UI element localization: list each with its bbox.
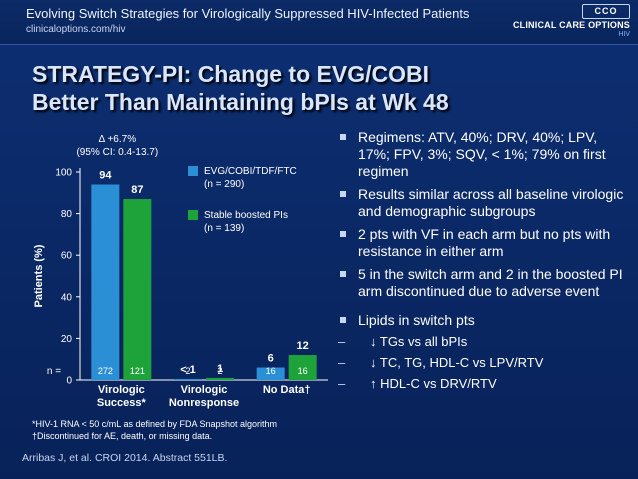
footnote-2: †Discontinued for AE, death, or missing …: [32, 431, 213, 441]
header-title: Evolving Switch Strategies for Virologic…: [26, 6, 470, 21]
slide-title-line-1: STRATEGY-PI: Change to EVG/COBI: [32, 61, 429, 87]
bullet-text: ↑ HDL-C vs DRV/RTV: [370, 376, 497, 391]
bar: [91, 184, 120, 380]
footnote-1: *HIV-1 RNA < 50 c/mL as defined by FDA S…: [32, 419, 278, 429]
dash-icon: –: [338, 376, 346, 391]
square-bullet-icon: [340, 134, 346, 140]
legend-label: (n = 290): [204, 179, 244, 190]
bar-value-label: 94: [99, 169, 112, 181]
y-tick-label: 60: [61, 251, 73, 262]
header-url[interactable]: clinicaloptions.com/hiv: [26, 24, 126, 35]
bar: [123, 199, 152, 380]
square-bullet-icon: [340, 231, 346, 237]
brand-sub: HIV: [618, 31, 630, 38]
bullet-text: Lipids in switch pts: [358, 312, 475, 328]
y-axis-label: Patients (%): [33, 244, 45, 307]
bar-n-label: 16: [266, 366, 276, 376]
cco-logo-icon: CCO: [582, 4, 630, 19]
bar: [206, 377, 234, 380]
bullet-text: Results similar across all baseline viro…: [358, 186, 624, 219]
square-bullet-icon: [340, 191, 346, 197]
y-tick-label: 80: [61, 209, 73, 220]
y-tick-label: 40: [61, 292, 73, 303]
brand-logo-group: CCO CLINICAL CARE OPTIONS HIV: [490, 4, 630, 40]
ci-annotation: (95% CI: 0.4-13.7): [76, 147, 158, 158]
square-bullet-icon: [340, 317, 346, 323]
legend-swatch: [188, 210, 198, 220]
bullet-item: 2 pts with VF in each arm but no pts wit…: [336, 226, 631, 260]
legend-label: Stable boosted PIs: [204, 210, 288, 221]
y-tick-label: 100: [55, 168, 72, 179]
dash-icon: –: [338, 355, 346, 370]
bullet-text: Regimens: ATV, 40%; DRV, 40%; LPV, 17%; …: [358, 129, 606, 179]
bullet-item: Results similar across all baseline viro…: [336, 186, 631, 220]
bar-n-label: 272: [98, 366, 113, 376]
legend-swatch: [188, 166, 198, 176]
x-category-label: Nonresponse: [169, 397, 239, 409]
x-category-label: Success*: [97, 397, 147, 409]
bar-value-label: 87: [131, 184, 143, 196]
square-bullet-icon: [340, 271, 346, 277]
x-category-label: No Data†: [263, 384, 311, 396]
sub-bullet-item: – ↑ HDL-C vs DRV/RTV: [336, 375, 631, 392]
bar-value-label: 6: [268, 353, 274, 365]
bar: [256, 367, 285, 380]
header-bar: Evolving Switch Strategies for Virologic…: [0, 0, 638, 45]
y-tick-label: 20: [61, 334, 73, 345]
brand-name: CLINICAL CARE OPTIONS: [512, 20, 630, 30]
x-category-label: Virologic: [181, 384, 228, 396]
bar-n-label: 2: [185, 366, 190, 376]
bar-n-label: 2: [217, 366, 222, 376]
bullet-text: ↓ TGs vs all bPIs: [370, 334, 468, 349]
citation: Arribas J, et al. CROI 2014. Abstract 55…: [22, 452, 228, 464]
slide-title-line-2: Better Than Maintaining bPIs at Wk 48: [32, 89, 449, 115]
bullet-item: Regimens: ATV, 40%; DRV, 40%; LPV, 17%; …: [336, 129, 631, 180]
bullet-text: 2 pts with VF in each arm but no pts wit…: [358, 226, 611, 259]
bar-n-label: 16: [298, 366, 308, 376]
bar-chart: 0 20 40 60 80 100 Patients (%) 94 272 87 121 Virolo…: [0, 128, 330, 448]
bullet-list: Regimens: ATV, 40%; DRV, 40%; LPV, 17%; …: [336, 129, 631, 392]
sub-bullet-item: – ↓ TC, TG, HDL-C vs LPV/RTV: [336, 354, 631, 371]
y-tick-label: 0: [66, 376, 72, 387]
bullet-item: 5 in the switch arm and 2 in the boosted…: [336, 266, 631, 300]
bar-value-label: 1: [217, 363, 223, 375]
footnotes: *HIV-1 RNA < 50 c/mL as defined by FDA S…: [32, 418, 277, 442]
dash-icon: –: [338, 334, 346, 349]
slide-title: STRATEGY-PI: Change to EVG/COBI Better T…: [32, 60, 592, 116]
bar: [288, 355, 317, 380]
sub-bullet-item: – ↓ TGs vs all bPIs: [336, 333, 631, 350]
bar-value-label: 12: [297, 340, 309, 352]
bullet-text: ↓ TC, TG, HDL-C vs LPV/RTV: [370, 355, 544, 370]
legend-label: (n = 139): [204, 223, 244, 234]
n-label: n =: [47, 366, 61, 377]
legend-label: EVG/COBI/TDF/FTC: [204, 166, 297, 177]
bar-n-label: 121: [130, 366, 145, 376]
bullet-text: 5 in the switch arm and 2 in the boosted…: [358, 266, 623, 299]
x-category-label: Virologic: [98, 384, 145, 396]
bullet-item: Lipids in switch pts: [336, 312, 631, 329]
delta-annotation: Δ +6.7%: [99, 134, 137, 145]
bar: [174, 378, 202, 380]
bar-value-label: < 1: [180, 364, 196, 376]
